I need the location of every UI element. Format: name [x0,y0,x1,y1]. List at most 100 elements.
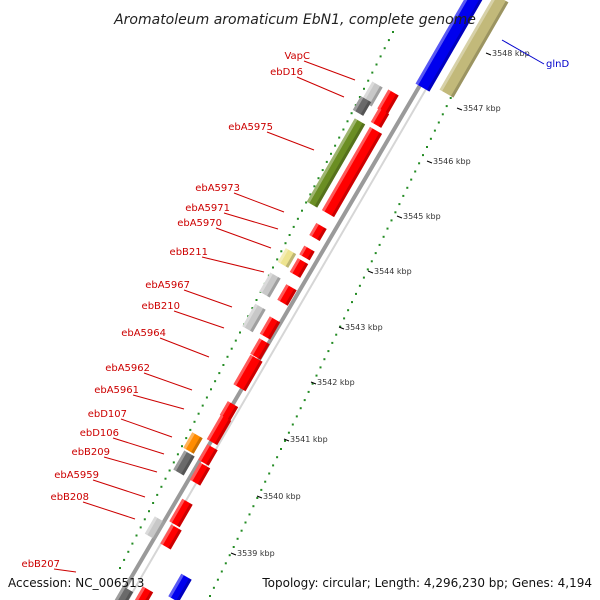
accession-text: Accession: NC_006513 [8,576,144,590]
grid-dot [205,396,208,399]
gene-block-shade [267,276,281,298]
grid-dot [315,374,318,377]
gene-block [160,524,182,550]
backbone-highlight [127,0,479,600]
grid-dot [193,420,196,423]
gene-block-shine [299,245,307,256]
grid-dot [164,477,167,480]
grid-dot [284,439,286,442]
grid-dot [437,121,440,124]
gene-block-shine [306,118,358,204]
gene-block-shine [233,354,254,386]
gene-block [233,354,263,392]
gene-block-shade [206,448,218,466]
gene-block-shade [227,405,239,421]
grid-dot [280,250,283,253]
grid-dot [224,562,227,565]
gene-block-shade [378,112,390,128]
gene-block [277,284,297,306]
grid-dot [260,488,263,491]
gene-block-shine [189,462,203,482]
grid-dot [379,55,382,58]
grid-dot [347,309,350,312]
grid-dot [220,570,223,573]
gene-block [183,432,203,454]
grid-dot [367,79,370,82]
backbone [116,0,479,600]
gene-block [289,258,309,278]
scale-label: 3544 kbp [374,267,412,276]
grid-dot [226,355,229,358]
gene-block-shade [122,590,134,600]
grid-dot [343,317,346,320]
gene-block [259,316,281,340]
grid-dot [342,128,345,131]
gene-block-shade [197,466,211,486]
gene-label: ebA5959 [54,470,99,481]
gene-leader-line [215,227,272,249]
grid-dot [135,534,138,537]
scale-label: 3542 kbp [317,378,355,387]
gene-leader-line [223,212,279,230]
gene-leader-line [143,372,193,391]
grid-dot [292,225,295,228]
gene-block-body [299,245,315,261]
gene-leader-line [501,39,545,65]
gene-block [173,450,195,476]
grid-dot [212,586,215,589]
gene-block-shine [198,444,210,462]
gene-block-body [309,222,327,242]
grid-dot [127,550,130,553]
gene-block [352,96,372,116]
gene-label: ebA5971 [185,203,230,214]
gene-block-shine [309,222,319,237]
gene-leader-line [132,394,185,410]
scale-tick [338,326,345,330]
grid-dot [152,502,155,504]
grid-dot [392,31,394,33]
scale-tick [456,107,463,111]
gene-block-shine [114,586,126,600]
grid-dot [327,350,330,353]
grid-dot [301,209,303,212]
grid-dot [222,364,225,366]
gene-block-body [206,414,232,446]
gene-label: ebA5964 [121,328,166,339]
grid-dot [189,428,192,431]
gene-block-shade [297,262,309,278]
gene-block [370,108,390,128]
gene-leader-line [173,310,225,329]
grid-dot [123,558,126,561]
grid-dot [239,331,241,334]
grid-dot [305,201,308,204]
grid-dot [394,211,397,214]
grid-dot [218,372,221,375]
gene-label: ebA5962 [105,363,150,374]
grid-dot [338,136,341,139]
gene-block [168,573,192,600]
grid-dot [374,252,377,255]
grid-dot [119,567,121,569]
grid-dot [390,219,393,222]
gene-block-body [183,432,203,454]
gene-block-body [198,444,218,466]
grid-dot [287,431,290,434]
gene-block-shine [206,414,224,441]
grid-dot [168,469,171,472]
gene-block-body [144,516,166,540]
grid-dot [201,404,204,407]
gene-block-body [250,338,270,360]
grid-dot [264,480,267,483]
gene-block-shine [259,272,273,294]
grid-dot [251,307,254,310]
scale-label: 3546 kbp [433,157,471,166]
gene-block [309,222,327,242]
gene-block-body [160,524,182,550]
gene-block-shade [214,419,232,446]
grid-dot [445,105,448,108]
grid-dot [307,390,310,393]
scale-label: 3548 kbp [492,49,530,58]
grid-dot [143,518,146,521]
gene-block [219,401,239,421]
gene-block-shade [285,252,297,268]
